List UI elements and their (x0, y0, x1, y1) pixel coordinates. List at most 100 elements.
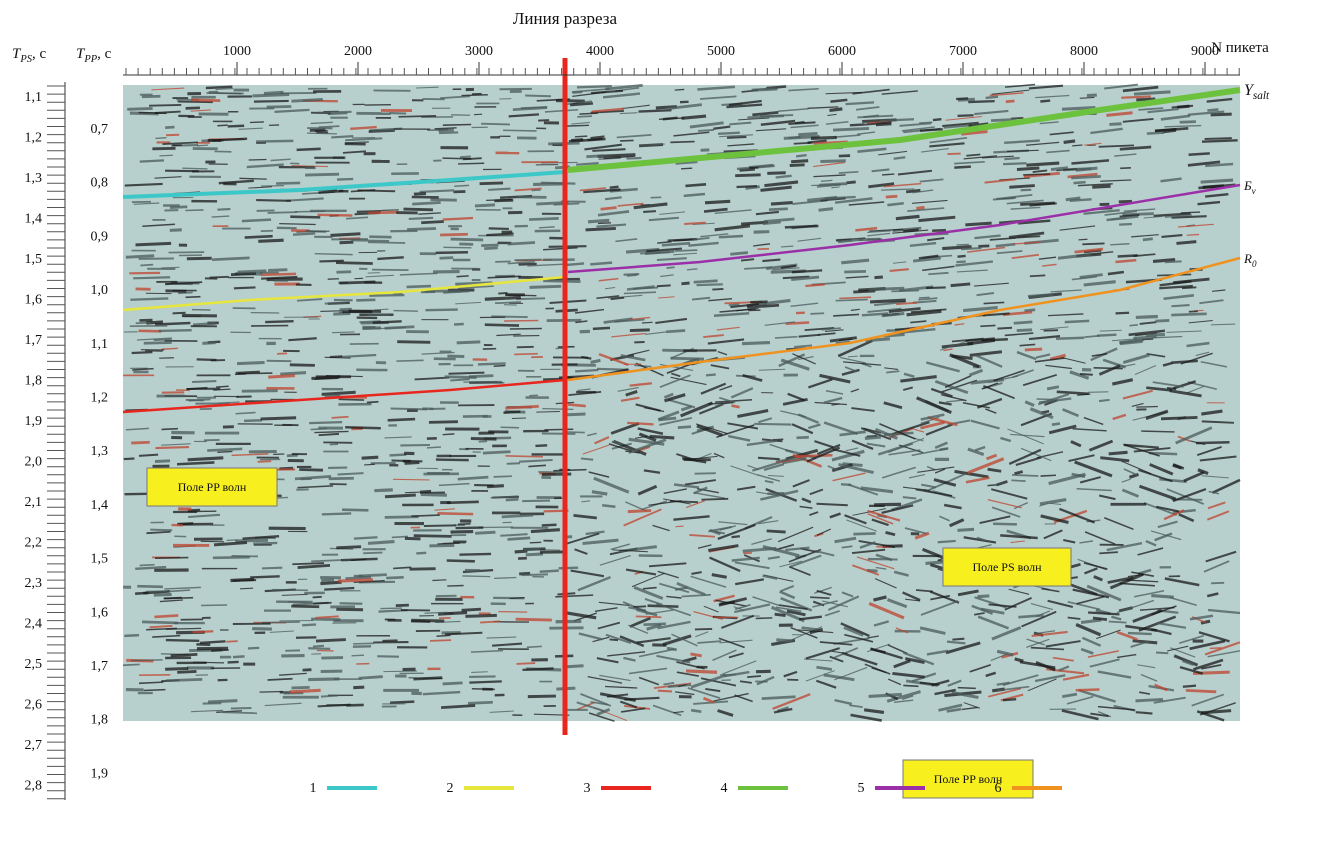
texture-stroke (796, 155, 807, 156)
texture-stroke (330, 356, 342, 357)
texture-stroke (602, 505, 615, 506)
tps-tick-label: 1,2 (25, 131, 43, 146)
texture-stroke (781, 246, 793, 247)
texture-stroke (588, 220, 609, 222)
texture-stroke (1201, 180, 1233, 182)
texture-stroke (235, 540, 268, 541)
texture-stroke (686, 671, 717, 672)
texture-stroke (374, 490, 392, 491)
texture-stroke (463, 158, 482, 159)
texture-stroke (789, 137, 801, 138)
texture-stroke (1082, 243, 1104, 244)
texture-stroke (161, 267, 179, 268)
texture-stroke (443, 683, 463, 684)
texture-stroke (1030, 275, 1045, 276)
texture-stroke (678, 427, 691, 428)
texture-stroke (475, 532, 495, 533)
field-box-label: Поле PP волн (934, 772, 1003, 786)
texture-stroke (1119, 224, 1132, 225)
texture-stroke (769, 209, 788, 210)
texture-stroke (732, 536, 740, 537)
texture-stroke (331, 136, 353, 137)
texture-stroke (876, 547, 889, 548)
texture-stroke (874, 277, 882, 278)
texture-stroke (371, 130, 395, 131)
legend-label: 2 (447, 781, 454, 796)
texture-stroke (440, 258, 454, 259)
texture-stroke (1181, 212, 1200, 213)
texture-stroke (289, 690, 320, 692)
texture-stroke (340, 282, 376, 283)
texture-stroke (260, 692, 283, 693)
texture-stroke (202, 343, 215, 344)
texture-stroke (173, 313, 186, 314)
texture-stroke (484, 248, 498, 249)
texture-stroke (650, 436, 675, 438)
texture-stroke (502, 515, 534, 517)
texture-stroke (445, 377, 477, 378)
texture-stroke (226, 641, 237, 642)
texture-stroke (1180, 122, 1196, 123)
texture-stroke (253, 543, 277, 544)
texture-stroke (919, 122, 932, 123)
texture-stroke (268, 270, 287, 271)
texture-stroke (424, 525, 456, 526)
texture-stroke (416, 553, 426, 554)
texture-stroke (514, 354, 538, 355)
texture-stroke (894, 157, 906, 158)
texture-stroke (610, 639, 619, 640)
texture-stroke (958, 115, 974, 116)
texture-stroke (256, 200, 291, 201)
texture-stroke (351, 240, 389, 241)
texture-stroke (503, 130, 537, 131)
texture-stroke (272, 590, 308, 591)
texture-stroke (1044, 330, 1058, 331)
texture-stroke (506, 295, 536, 296)
texture-stroke (747, 116, 784, 118)
texture-stroke (1165, 261, 1182, 262)
texture-stroke (469, 681, 501, 682)
texture-stroke (1028, 295, 1053, 297)
texture-stroke (439, 132, 458, 133)
texture-stroke (468, 702, 493, 703)
texture-stroke (414, 194, 426, 195)
texture-stroke (997, 328, 1012, 329)
texture-stroke (487, 486, 504, 487)
texture-stroke (460, 157, 471, 158)
texture-stroke (228, 662, 239, 663)
texture-stroke (718, 133, 740, 134)
texture-stroke (368, 542, 394, 544)
texture-stroke (268, 376, 295, 378)
texture-stroke (933, 119, 941, 120)
texture-stroke (207, 449, 242, 451)
texture-stroke (1146, 335, 1165, 336)
x-tick-label: 8000 (1070, 44, 1098, 59)
texture-stroke (539, 227, 555, 228)
texture-stroke (432, 580, 446, 581)
texture-stroke (1176, 242, 1196, 244)
texture-stroke (657, 285, 671, 286)
texture-stroke (1183, 686, 1196, 687)
texture-stroke (685, 184, 706, 186)
texture-stroke (853, 291, 875, 292)
texture-stroke (978, 246, 989, 247)
texture-stroke (314, 378, 338, 379)
texture-stroke (155, 558, 188, 559)
texture-stroke (155, 461, 170, 462)
tpp-tick-label: 1,1 (91, 337, 109, 352)
texture-stroke (362, 457, 379, 458)
texture-stroke (171, 654, 198, 655)
texture-stroke (411, 620, 444, 621)
texture-stroke (666, 267, 674, 268)
texture-stroke (507, 463, 520, 464)
texture-stroke (485, 297, 521, 299)
texture-stroke (968, 101, 994, 102)
texture-stroke (639, 110, 672, 111)
texture-stroke (489, 228, 509, 229)
texture-stroke (750, 302, 767, 303)
texture-stroke (1109, 124, 1121, 125)
texture-stroke (188, 458, 224, 460)
texture-stroke (185, 210, 203, 211)
texture-stroke (681, 168, 692, 169)
texture-stroke (166, 679, 202, 680)
